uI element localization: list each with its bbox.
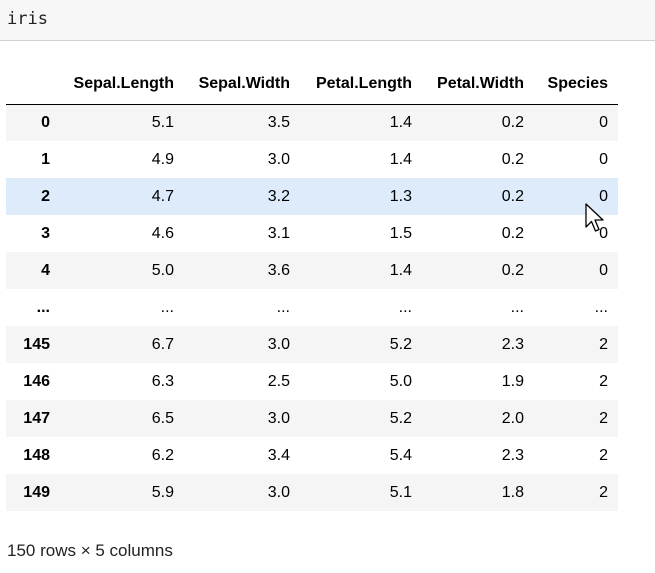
table-row: 147 6.5 3.0 5.2 2.0 2 (6, 400, 618, 437)
cell-sepal-width: 3.0 (267, 483, 290, 501)
cell-petal-width: 0.2 (501, 113, 524, 131)
row-index: 1 (41, 150, 50, 168)
cell-species: 2 (599, 372, 608, 390)
cell-petal-length: 1.3 (389, 187, 412, 205)
cell-petal-length: 5.1 (389, 483, 412, 501)
cell-petal-length: ... (398, 298, 412, 316)
cell-sepal-length: ... (160, 298, 174, 316)
cell-petal-width: 0.2 (501, 261, 524, 279)
cell-petal-width: 0.2 (501, 187, 524, 205)
cell-sepal-length: 5.0 (151, 261, 174, 279)
cell-species: 2 (599, 446, 608, 464)
cell-sepal-width: 3.6 (267, 261, 290, 279)
row-index: 0 (41, 113, 50, 131)
cell-petal-width: 1.8 (501, 483, 524, 501)
column-header-index (6, 67, 58, 105)
row-index: 2 (41, 187, 50, 205)
cell-species: 0 (599, 113, 608, 131)
column-header-sepal-length: Sepal.Length (58, 67, 184, 105)
cell-sepal-length: 5.1 (151, 113, 174, 131)
notebook-input-cell[interactable]: iris (0, 0, 655, 41)
row-index: 148 (23, 446, 50, 464)
row-index: 4 (41, 261, 50, 279)
cell-species: ... (594, 298, 608, 316)
cell-petal-width: 0.2 (501, 150, 524, 168)
cell-sepal-length: 6.3 (151, 372, 174, 390)
cell-species: 2 (599, 483, 608, 501)
row-index: 146 (23, 372, 50, 390)
table-row: 148 6.2 3.4 5.4 2.3 2 (6, 437, 618, 474)
cell-species: 2 (599, 335, 608, 353)
cell-species: 0 (599, 187, 608, 205)
cell-sepal-width: 3.0 (267, 409, 290, 427)
table-row-highlighted: 2 4.7 3.2 1.3 0.2 0 (6, 178, 618, 215)
cell-species: 2 (599, 409, 608, 427)
table-row-ellipsis: ... ... ... ... ... ... (6, 289, 618, 326)
row-index: 147 (23, 409, 50, 427)
cell-petal-length: 1.4 (389, 113, 412, 131)
table-row: 146 6.3 2.5 5.0 1.9 2 (6, 363, 618, 400)
cell-petal-width: 1.9 (501, 372, 524, 390)
cell-petal-length: 1.5 (389, 224, 412, 242)
cell-petal-length: 1.4 (389, 261, 412, 279)
cell-species: 0 (599, 224, 608, 242)
cell-sepal-length: 5.9 (151, 483, 174, 501)
cell-sepal-width: 3.0 (267, 335, 290, 353)
row-index: 3 (41, 224, 50, 242)
cell-sepal-length: 6.2 (151, 446, 174, 464)
mouse-pointer-icon (585, 203, 604, 232)
cell-sepal-width: 3.2 (267, 187, 290, 205)
cell-petal-width: 2.0 (501, 409, 524, 427)
cell-petal-length: 5.2 (389, 409, 412, 427)
table-row: 149 5.9 3.0 5.1 1.8 2 (6, 474, 618, 511)
cell-sepal-length: 4.6 (151, 224, 174, 242)
cell-sepal-width: 3.5 (267, 113, 290, 131)
cell-petal-length: 1.4 (389, 150, 412, 168)
table-row: 145 6.7 3.0 5.2 2.3 2 (6, 326, 618, 363)
cell-petal-width: 0.2 (501, 224, 524, 242)
cell-sepal-length: 6.5 (151, 409, 174, 427)
cell-sepal-width: 2.5 (267, 372, 290, 390)
column-header-petal-length: Petal.Length (300, 67, 422, 105)
cell-sepal-width: 3.1 (267, 224, 290, 242)
column-header-species: Species (534, 67, 618, 105)
cell-sepal-length: 6.7 (151, 335, 174, 353)
cell-sepal-length: 4.9 (151, 150, 174, 168)
cell-petal-width: 2.3 (501, 446, 524, 464)
row-index: 145 (23, 335, 50, 353)
cell-sepal-length: 4.7 (151, 187, 174, 205)
row-index: 149 (23, 483, 50, 501)
column-header-petal-width: Petal.Width (422, 67, 534, 105)
row-index: ... (36, 298, 50, 316)
cell-sepal-width: 3.0 (267, 150, 290, 168)
table-row: 3 4.6 3.1 1.5 0.2 0 (6, 215, 618, 252)
cell-sepal-width: 3.4 (267, 446, 290, 464)
cell-petal-width: 2.3 (501, 335, 524, 353)
dataframe-shape-caption: 150 rows × 5 columns (7, 541, 173, 560)
table-header-row: Sepal.Length Sepal.Width Petal.Length Pe… (6, 67, 618, 105)
table-row: 1 4.9 3.0 1.4 0.2 0 (6, 141, 618, 178)
dataframe-table: Sepal.Length Sepal.Width Petal.Length Pe… (6, 67, 618, 511)
cell-petal-width: ... (510, 298, 524, 316)
input-code: iris (7, 9, 48, 29)
cell-sepal-width: ... (276, 298, 290, 316)
table-row: 4 5.0 3.6 1.4 0.2 0 (6, 252, 618, 289)
cell-species: 0 (599, 261, 608, 279)
column-header-sepal-width: Sepal.Width (184, 67, 300, 105)
cell-petal-length: 5.4 (389, 446, 412, 464)
table-row: 0 5.1 3.5 1.4 0.2 0 (6, 104, 618, 141)
cell-petal-length: 5.0 (389, 372, 412, 390)
cell-petal-length: 5.2 (389, 335, 412, 353)
cell-species: 0 (599, 150, 608, 168)
